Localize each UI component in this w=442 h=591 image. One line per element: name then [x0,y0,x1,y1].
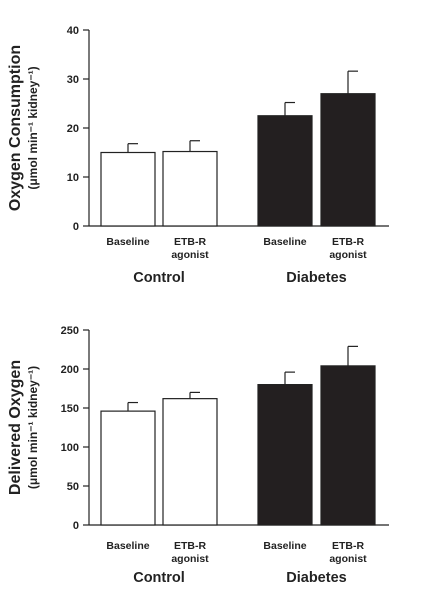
y-tick-label: 200 [61,364,79,376]
bar [320,365,376,526]
bar [162,150,218,227]
category-label: agonist [329,553,367,565]
category-label: agonist [171,553,209,565]
y-tick-label: 30 [67,74,79,86]
category-label: ETB-R [332,236,364,248]
y-tick-label: 10 [67,172,79,184]
group-label: Diabetes [286,570,346,586]
category-label: ETB-R [174,236,206,248]
y-axis-units: (μmol min⁻¹ kidney⁻¹) [26,66,40,189]
y-tick-label: 0 [73,520,79,532]
y-tick-label: 100 [61,442,79,454]
group-label: Diabetes [286,270,346,286]
category-label: agonist [329,249,367,261]
bar [257,115,313,227]
category-label: agonist [171,249,209,261]
category-label: Baseline [106,236,149,248]
bar [100,151,156,227]
group-label: Control [133,570,185,586]
y-tick-label: 250 [61,325,79,337]
y-axis-units: (μmol min⁻¹ kidney⁻¹) [26,366,40,489]
y-tick-label: 20 [67,123,79,135]
category-label: ETB-R [174,540,206,552]
bar [162,398,218,526]
bar [320,93,376,227]
y-axis-title: Delivered Oxygen [7,360,24,495]
y-tick-label: 0 [73,221,79,233]
category-label: ETB-R [332,540,364,552]
y-tick-label: 40 [67,25,79,37]
y-tick-label: 150 [61,403,79,415]
category-label: Baseline [106,540,149,552]
category-label: Baseline [263,236,306,248]
group-label: Control [133,270,185,286]
category-label: Baseline [263,540,306,552]
y-tick-label: 50 [67,481,79,493]
bar [100,410,156,526]
y-axis-title: Oxygen Consumption [7,45,24,211]
bar [257,384,313,526]
